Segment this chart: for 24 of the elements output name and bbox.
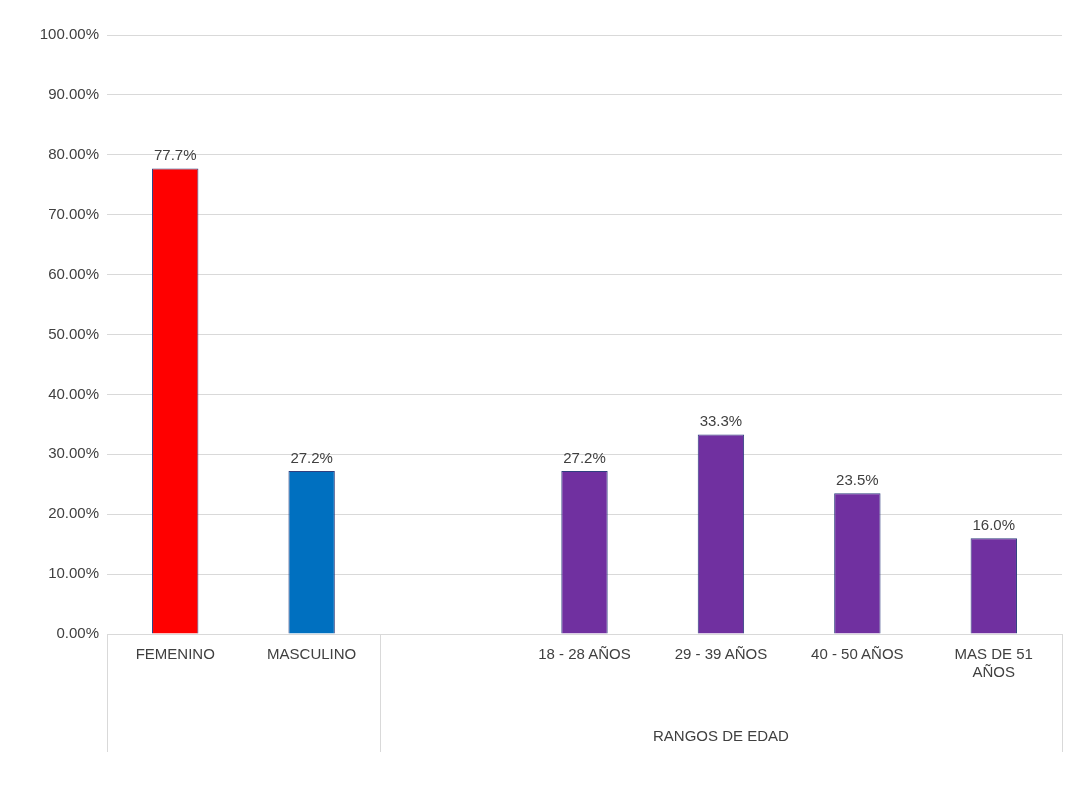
y-tick-label: 60.00% <box>48 264 99 282</box>
x-tick-label: MASCULINO <box>267 645 357 663</box>
x-tick-label: 40 - 50 AÑOS <box>811 645 904 663</box>
y-tick-label: 90.00% <box>48 85 99 103</box>
data-label: 33.3% <box>699 412 743 430</box>
data-label: 23.5% <box>836 470 879 488</box>
y-tick-label: 30.00% <box>48 444 99 462</box>
y-tick-label: 70.00% <box>48 204 99 222</box>
data-label: 16.0% <box>972 515 1016 533</box>
y-tick-label: 40.00% <box>48 384 99 402</box>
x-tick-label: MAS DE 51 AÑOS <box>954 645 1033 681</box>
data-label: 27.2% <box>290 448 333 466</box>
x-tick-label: FEMENINO <box>135 645 215 663</box>
y-tick-label: 10.00% <box>48 564 99 582</box>
y-tick-label: 20.00% <box>48 504 99 522</box>
x-axis-title: RANGOS DE EDAD <box>653 727 790 745</box>
y-tick-label: 80.00% <box>48 144 99 162</box>
x-tick-label: 29 - 39 AÑOS <box>674 645 768 663</box>
data-label: 77.7% <box>153 146 197 164</box>
x-tick-label: 18 - 28 AÑOS <box>538 645 631 663</box>
y-tick-label: 0.00% <box>56 624 99 642</box>
y-tick-label: 50.00% <box>48 324 99 342</box>
data-label: 27.2% <box>563 448 606 466</box>
y-tick-label: 100.00% <box>39 25 99 43</box>
